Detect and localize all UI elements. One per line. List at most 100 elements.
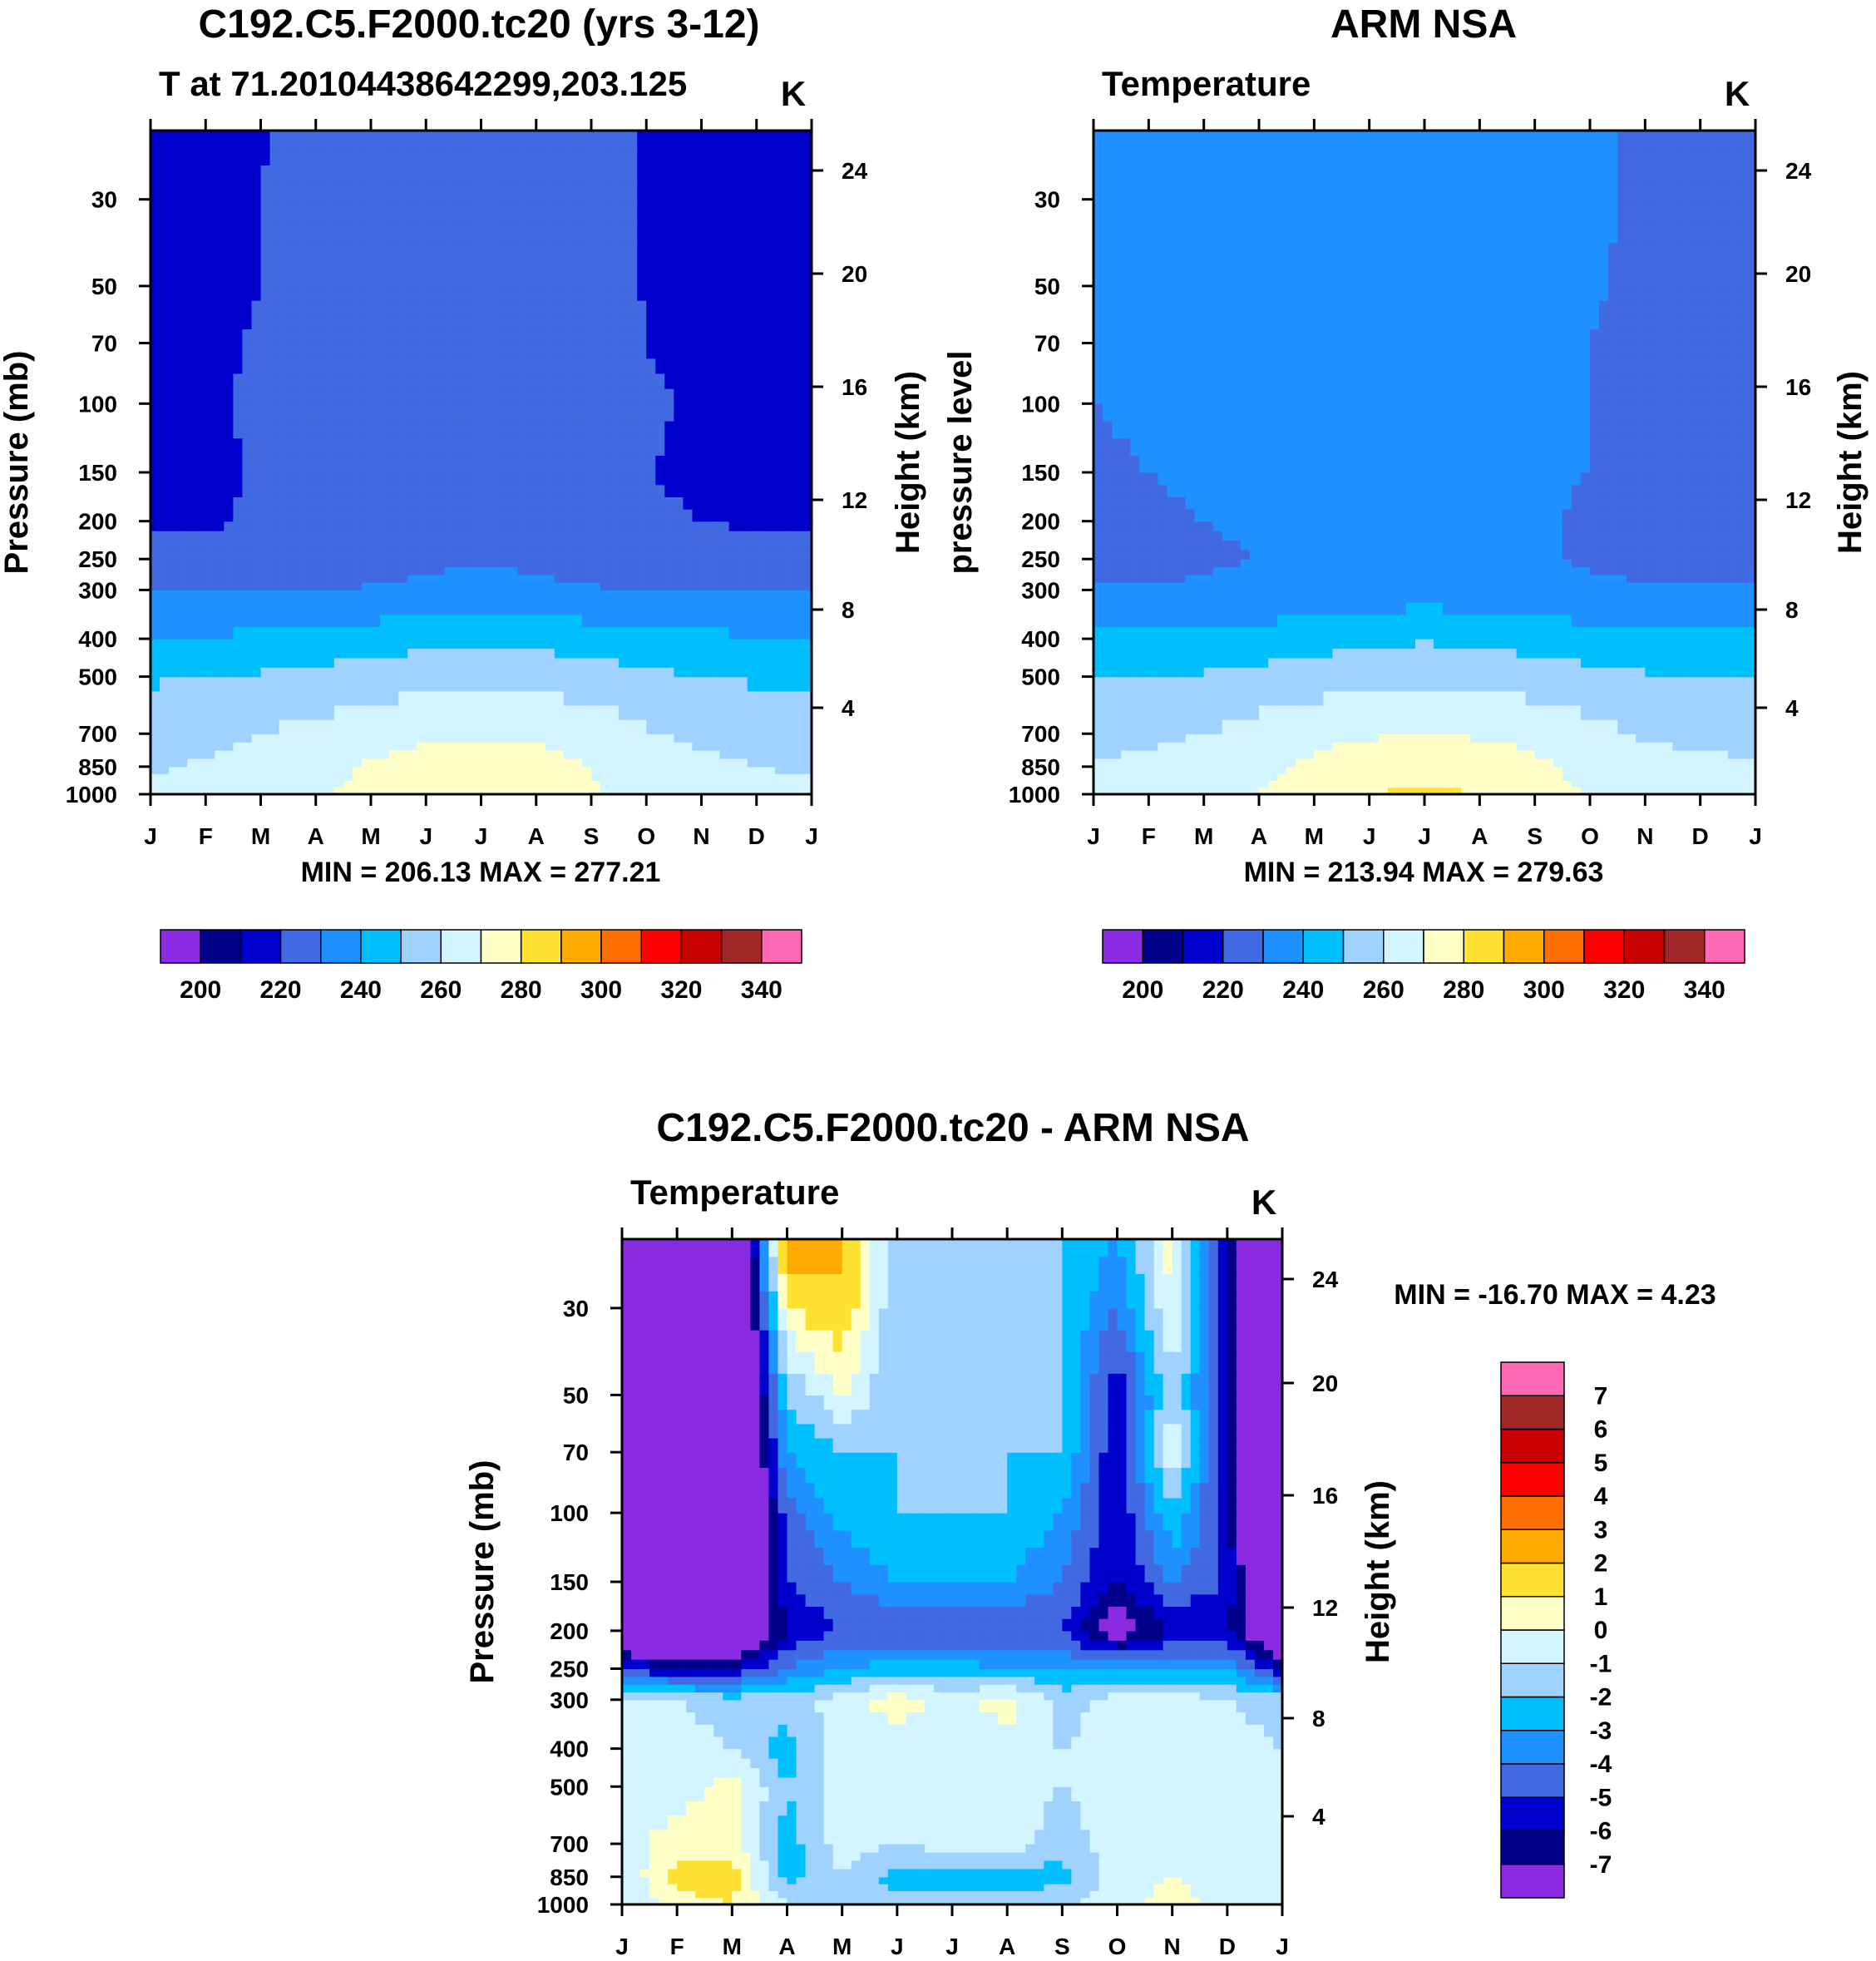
field-cell [1369,750,1380,759]
field-cell [417,300,427,315]
field-cell [783,343,794,359]
field-cell [1745,742,1755,751]
field-cell [646,437,656,456]
field-cell [169,704,179,720]
field-cell [1599,734,1609,743]
field-cell [279,773,289,782]
field-cell [361,602,372,615]
field-cell [1608,734,1618,743]
field-cell [1736,657,1747,668]
field-cell [783,758,794,768]
field-cell [536,300,546,315]
field-cell [591,373,601,389]
field-cell [600,549,610,560]
field-cell [1654,758,1665,768]
field-cell [380,549,390,560]
field-cell [242,484,253,497]
field-cell [1580,742,1591,751]
field-cell [1479,667,1489,678]
field-cell [490,437,501,456]
field-cell [1305,639,1315,650]
field-cell [371,388,381,404]
field-cell [380,574,390,583]
field-cell [169,626,179,640]
field-cell [233,455,244,473]
field-cell [1332,676,1343,692]
field-cell [701,690,712,706]
field-cell [1645,758,1655,768]
field-cell [710,549,721,560]
field-cell [453,472,464,486]
field-cell [435,496,445,510]
field-cell [610,314,620,329]
field-cell [1727,758,1738,768]
field-cell [664,496,674,510]
field-cell [683,602,694,615]
field-cell [1700,734,1711,743]
field-cell [628,314,638,329]
field-cell [728,373,739,389]
field-cell [683,704,694,720]
field-cell [435,648,445,659]
field-cell [1580,750,1591,759]
field-cell [572,509,583,522]
field-cell [187,566,197,575]
field-cell [508,509,519,522]
field-cell [407,549,417,560]
field-cell [1167,773,1177,782]
field-cell [637,766,647,774]
field-cell [1727,676,1738,692]
field-cell [389,509,399,522]
field-cell [747,285,758,301]
field-cell [444,531,454,541]
field-cell [361,614,372,628]
field-cell [251,373,262,389]
field-cell [1231,676,1242,692]
field-cell [756,358,767,374]
field-cell [361,690,372,706]
field-cell [444,602,454,615]
field-cell [526,582,537,591]
field-cell [1405,787,1416,794]
field-cell [315,648,326,659]
field-cell [572,758,583,768]
field-cell [1718,758,1729,768]
field-cell [481,131,491,149]
field-cell [664,388,674,404]
field-cell [1277,667,1287,678]
field-cell [306,147,317,165]
field-cell [251,420,262,439]
field-cell [526,472,537,486]
field-cell [361,403,372,422]
field-cell [398,403,408,422]
field-cell [765,437,776,456]
field-cell [260,220,271,244]
field-cell [554,719,565,734]
field-cell [288,264,299,287]
field-cell [398,540,408,551]
field-cell [361,626,372,640]
field-cell [783,566,794,575]
field-cell [435,657,445,668]
field-cell [288,742,299,751]
field-cell [1185,648,1196,659]
field-cell [169,549,179,560]
field-cell [774,766,785,774]
field-cell [738,602,748,615]
field-cell [453,199,464,222]
field-cell [545,742,555,751]
field-cell [315,131,326,149]
field-cell [196,314,206,329]
field-cell [692,648,703,659]
field-cell [526,388,537,404]
field-cell [417,773,427,782]
field-cell [242,300,253,315]
field-cell [297,787,308,794]
field-cell [343,734,353,743]
field-cell [279,626,289,640]
field-cell [187,704,197,720]
y-tick-label: 1000 [66,782,117,808]
field-cell [297,676,308,692]
field-cell [765,165,776,183]
field-cell [315,343,326,359]
